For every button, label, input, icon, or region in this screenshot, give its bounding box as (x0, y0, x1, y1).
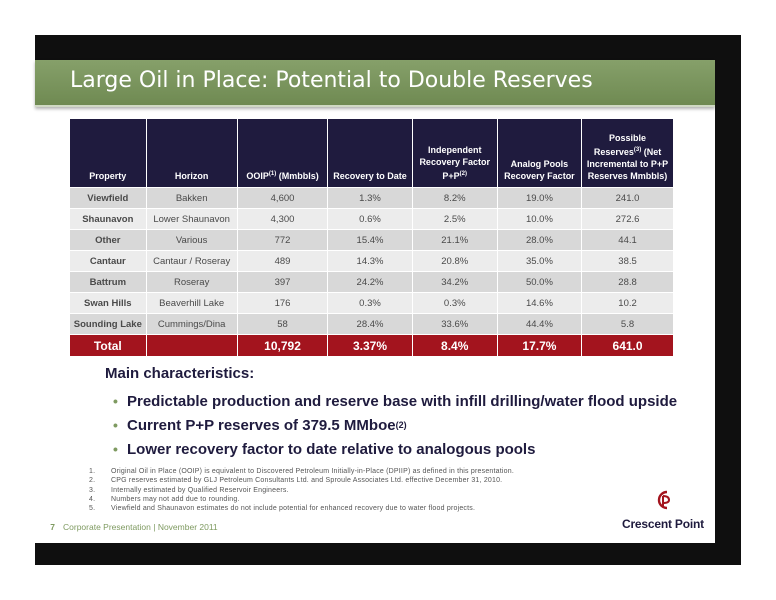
footer-text: Corporate Presentation | November 2011 (63, 522, 218, 532)
column-header: Independent Recovery Factor P+P(2) (411, 118, 498, 188)
table-cell: 10.0% (496, 208, 583, 230)
table-cell: Cantaur (69, 250, 147, 272)
table-cell: 14.3% (327, 250, 413, 272)
table-cell: 58 (236, 313, 329, 335)
bottom-border (35, 543, 741, 565)
table-cell: 241.0 (581, 187, 674, 209)
footnote: 3. Internally estimated by Qualified Rese… (89, 486, 289, 494)
slide-title: Large Oil in Place: Potential to Double … (70, 68, 593, 93)
table-cell: Various (145, 229, 238, 251)
table-cell: Roseray (145, 271, 238, 293)
table-total-row: Total 10,792 3.37% 8.4% 17.7% 641.0 (69, 334, 674, 357)
table-cell: 176 (236, 292, 329, 314)
table-cell: 34.2% (411, 271, 498, 293)
column-header: Property (69, 118, 147, 188)
top-border (35, 35, 741, 60)
total-cell: Total (69, 334, 147, 357)
page-number: 7 (50, 522, 55, 532)
table-cell: 14.6% (496, 292, 583, 314)
table-cell: 10.2 (581, 292, 674, 314)
right-border (715, 60, 741, 543)
table-cell: 8.2% (411, 187, 498, 209)
table-cell: Cantaur / Roseray (145, 250, 238, 272)
table-cell: 489 (236, 250, 329, 272)
table-cell: 28.4% (327, 313, 413, 335)
table-cell: 38.5 (581, 250, 674, 272)
column-header: OOIP(1) (Mmbbls) (236, 118, 329, 188)
characteristic-bullet: • Lower recovery factor to date relative … (113, 440, 536, 458)
table-cell: Sounding Lake (69, 313, 147, 335)
table-cell: 35.0% (496, 250, 583, 272)
table-cell: 28.0% (496, 229, 583, 251)
table-cell: Beaverhill Lake (145, 292, 238, 314)
table-cell: 15.4% (327, 229, 413, 251)
table-cell: 4,600 (236, 187, 329, 209)
table-cell: 50.0% (496, 271, 583, 293)
table-cell: Shaunavon (69, 208, 147, 230)
table-cell: 19.0% (496, 187, 583, 209)
table-cell: 2.5% (411, 208, 498, 230)
footnotes: 1. Original Oil in Place (OOIP) is equiva… (89, 467, 689, 513)
table-cell: 5.8 (581, 313, 674, 335)
table-cell: Other (69, 229, 147, 251)
characteristics-heading: Main characteristics: (105, 365, 255, 382)
total-cell: 10,792 (236, 334, 329, 357)
table-row: Cantaur Cantaur / Roseray 489 14.3% 20.8% 35.… (69, 250, 674, 272)
table-cell: 20.8% (411, 250, 498, 272)
bullet-dot-icon: • (113, 417, 118, 433)
table-cell: 21.1% (411, 229, 498, 251)
table-header-row: Property Horizon OOIP(1) (Mmbbls) Recovery … (69, 118, 674, 188)
table-row: Battrum Roseray 397 24.2% 34.2% 50.0% 28.8 (69, 271, 674, 293)
table-cell: 0.3% (411, 292, 498, 314)
table-cell: Viewfield (69, 187, 147, 209)
table-cell: 772 (236, 229, 329, 251)
total-cell (145, 334, 238, 357)
total-cell: 8.4% (411, 334, 498, 357)
table-cell: 28.8 (581, 271, 674, 293)
footnote: 4. Numbers may not add due to rounding. (89, 495, 240, 503)
table-cell: Bakken (145, 187, 238, 209)
table-cell: 0.6% (327, 208, 413, 230)
table-cell: Battrum (69, 271, 147, 293)
main-characteristics: Main characteristics: • Predictable produ… (105, 365, 705, 461)
table-cell: 272.6 (581, 208, 674, 230)
table-cell: 4,300 (236, 208, 329, 230)
table-row: Other Various 772 15.4% 21.1% 28.0% 44.1 (69, 229, 674, 251)
title-band: Large Oil in Place: Potential to Double … (35, 60, 715, 107)
characteristic-bullet: • Current P+P reserves of 379.5 MMboe (2) (113, 416, 407, 434)
total-cell: 641.0 (581, 334, 674, 357)
column-header: Possible Reserves(3) (Net Incremental to… (581, 118, 674, 188)
column-header: Horizon (145, 118, 238, 188)
table-cell: Swan Hills (69, 292, 147, 314)
table-row: Viewfield Bakken 4,600 1.3% 8.2% 19.0% 241.0 (69, 187, 674, 209)
footnote: 1. Original Oil in Place (OOIP) is equiva… (89, 468, 514, 475)
column-header: Recovery to Date (327, 118, 413, 188)
table-row: Shaunavon Lower Shaunavon 4,300 0.6% 2.5% 10.… (69, 208, 674, 230)
table-cell: Lower Shaunavon (145, 208, 238, 230)
table-cell: 44.1 (581, 229, 674, 251)
characteristic-bullet: • Predictable production and reserve base… (113, 392, 678, 410)
slide: Large Oil in Place: Potential to Double … (35, 35, 741, 565)
column-header: Analog Pools Recovery Factor (496, 118, 583, 188)
crescent-point-logo-icon (657, 490, 671, 510)
company-logo-text: Crescent Point (622, 517, 704, 531)
table-cell: 397 (236, 271, 329, 293)
table-cell: 24.2% (327, 271, 413, 293)
footnote: 5. Viewfield and Shaunavon estimates do n… (89, 505, 476, 513)
footnote: 2. CPG reserves estimated by GLJ Petroleu… (89, 477, 503, 485)
table-row: Swan Hills Beaverhill Lake 176 0.3% 0.3% 14.6… (69, 292, 674, 314)
bullet-dot-icon: • (113, 393, 118, 409)
total-cell: 3.37% (327, 334, 413, 357)
table-cell: 33.6% (411, 313, 498, 335)
table-row: Sounding Lake Cummings/Dina 58 28.4% 33.6% 44… (69, 313, 674, 335)
table-cell: 44.4% (496, 313, 583, 335)
reserves-table: Property Horizon OOIP(1) (Mmbbls) Recovery … (69, 118, 674, 357)
table-cell: 0.3% (327, 292, 413, 314)
table-cell: 1.3% (327, 187, 413, 209)
total-cell: 17.7% (496, 334, 583, 357)
table-cell: Cummings/Dina (145, 313, 238, 335)
bullet-dot-icon: • (113, 441, 118, 457)
